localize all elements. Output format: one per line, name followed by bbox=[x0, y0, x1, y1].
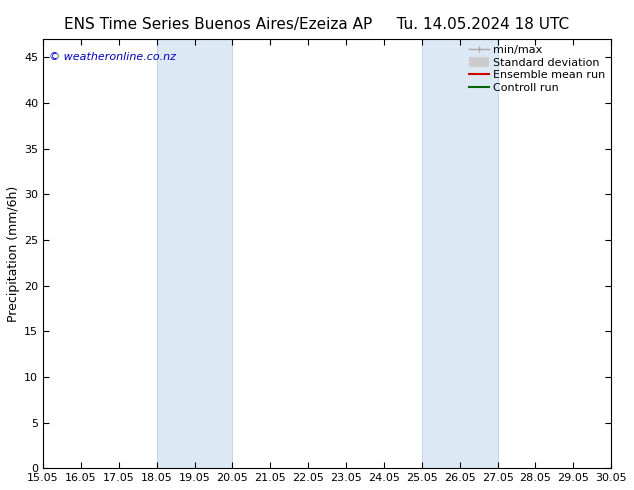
Bar bbox=[422, 39, 498, 468]
Y-axis label: Precipitation (mm/6h): Precipitation (mm/6h) bbox=[7, 186, 20, 322]
Bar bbox=[157, 39, 233, 468]
Text: © weatheronline.co.nz: © weatheronline.co.nz bbox=[49, 52, 176, 62]
Text: ENS Time Series Buenos Aires/Ezeiza AP     Tu. 14.05.2024 18 UTC: ENS Time Series Buenos Aires/Ezeiza AP T… bbox=[65, 17, 569, 32]
Legend: min/max, Standard deviation, Ensemble mean run, Controll run: min/max, Standard deviation, Ensemble me… bbox=[467, 43, 608, 96]
